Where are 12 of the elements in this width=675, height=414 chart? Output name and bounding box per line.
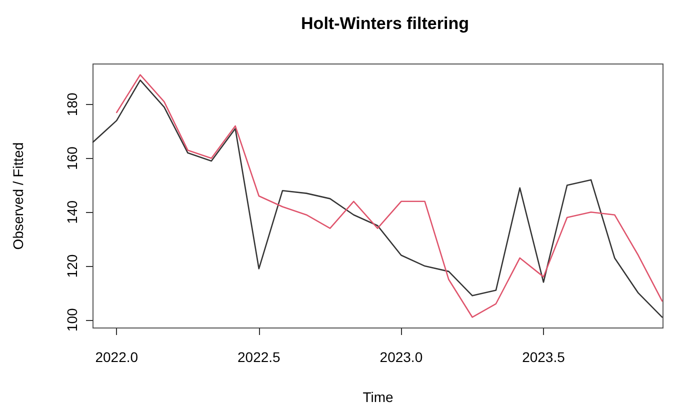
x-tick-label: 2022.0 — [95, 349, 138, 365]
x-tick-label: 2023.5 — [522, 349, 566, 365]
y-tick-label: 100 — [64, 308, 80, 332]
y-tick-label: 180 — [64, 92, 80, 116]
y-tick-label: 140 — [64, 200, 80, 224]
chart-title: Holt-Winters filtering — [301, 14, 469, 33]
y-tick-label: 160 — [64, 146, 80, 170]
x-tick-label: 2022.5 — [237, 349, 281, 365]
x-axis-title: Time — [362, 389, 394, 405]
x-tick-label: 2023.0 — [380, 349, 423, 365]
y-tick-label: 120 — [64, 254, 80, 278]
y-axis-title: Observed / Fitted — [10, 142, 26, 250]
